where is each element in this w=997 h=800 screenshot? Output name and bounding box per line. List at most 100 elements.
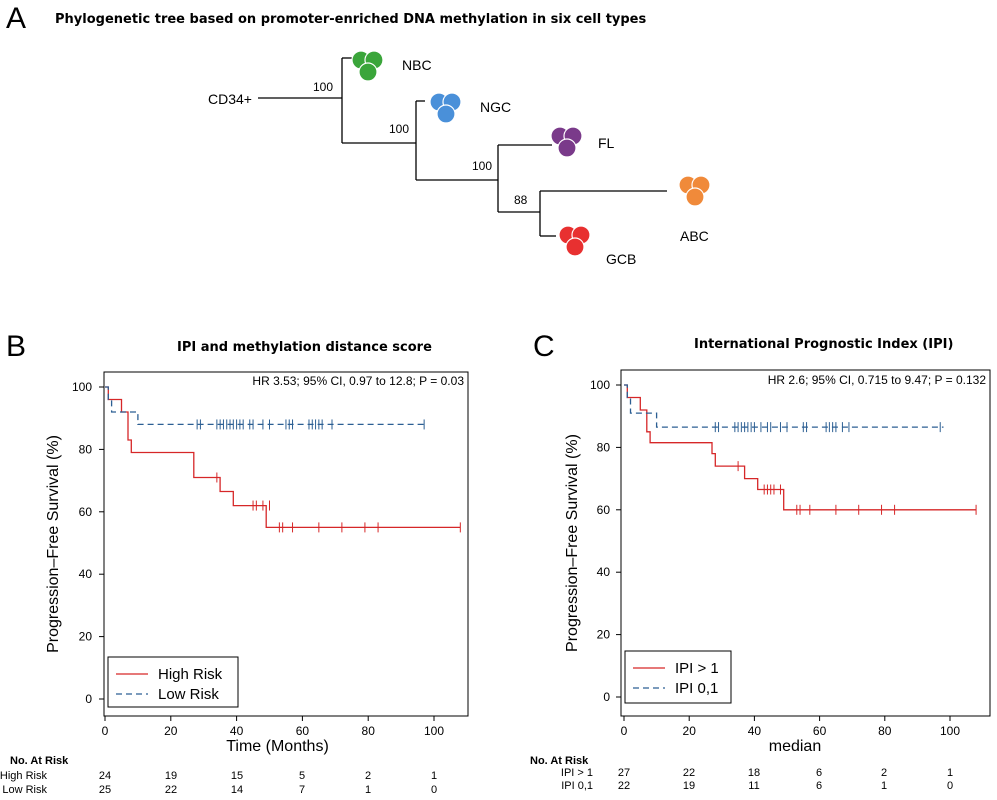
chart-title-b: IPI and methylation distance score xyxy=(177,340,432,355)
legend-label: IPI 0,1 xyxy=(675,680,718,697)
x-tick-label: 0 xyxy=(621,724,628,738)
x-axis-label: median xyxy=(769,738,821,755)
x-tick-label: 60 xyxy=(813,724,827,738)
cell-icon xyxy=(557,138,577,158)
at-risk-row-label: Low Risk xyxy=(2,784,47,796)
x-tick-label: 40 xyxy=(230,724,244,738)
at-risk-count: 27 xyxy=(618,767,630,779)
cell-icon xyxy=(565,237,585,257)
panel-label-c: C xyxy=(533,330,555,363)
y-tick-label: 40 xyxy=(79,567,93,581)
y-axis-label: Progression–Free Survival (%) xyxy=(45,435,62,653)
at-risk-count: 1 xyxy=(947,767,953,779)
tree-leaf-label: NGC xyxy=(480,99,511,115)
at-risk-row-label: IPI > 1 xyxy=(561,767,593,779)
chart-title-c: International Prognostic Index (IPI) xyxy=(694,337,954,352)
cell-cluster-icon xyxy=(550,126,583,158)
at-risk-count: 0 xyxy=(947,780,953,792)
at-risk-count: 22 xyxy=(165,784,177,796)
tree-leaf-label: FL xyxy=(598,135,615,151)
y-tick-label: 100 xyxy=(590,378,610,392)
x-tick-label: 80 xyxy=(878,724,892,738)
y-tick-label: 0 xyxy=(603,690,610,704)
y-tick-label: 80 xyxy=(79,442,93,456)
cell-icon xyxy=(685,187,705,207)
x-tick-label: 60 xyxy=(296,724,310,738)
at-risk-count: 11 xyxy=(748,780,759,792)
at-risk-count: 1 xyxy=(365,784,371,796)
panel-label-a: A xyxy=(6,2,27,35)
at-risk-count: 25 xyxy=(99,784,111,796)
x-tick-label: 20 xyxy=(164,724,178,738)
at-risk-count: 18 xyxy=(748,767,760,779)
legend-box xyxy=(624,650,732,704)
tree-leaf-label: GCB xyxy=(606,251,636,267)
cell-cluster-icon xyxy=(429,92,462,124)
y-tick-label: 60 xyxy=(597,503,611,517)
survival-curve xyxy=(105,386,461,529)
bootstrap-value: 100 xyxy=(472,159,492,173)
x-tick-label: 100 xyxy=(424,724,444,738)
cell-cluster-icon xyxy=(678,175,711,207)
at-risk-count: 14 xyxy=(231,784,243,796)
plot-frame xyxy=(620,369,991,717)
hazard-ratio-annotation: HR 3.53; 95% CI, 0.97 to 12.8; P = 0.03 xyxy=(252,374,464,388)
at-risk-count: 2 xyxy=(881,767,887,779)
x-tick-label: 20 xyxy=(683,724,697,738)
tree-leaf-label: ABC xyxy=(680,228,709,244)
y-axis-label: Progression–Free Survival (%) xyxy=(564,434,581,652)
at-risk-count: 24 xyxy=(99,770,111,782)
bootstrap-value: 88 xyxy=(514,193,528,207)
phylogenetic-tree: CD34+ 100 100 100 88 NBC NGC FL ABC GCB xyxy=(208,50,711,267)
y-tick-label: 80 xyxy=(597,440,611,454)
plot-frame xyxy=(103,371,469,717)
y-tick-label: 20 xyxy=(79,630,93,644)
at-risk-count: 1 xyxy=(431,770,437,782)
x-axis-label: Time (Months) xyxy=(226,738,329,755)
at-risk-count: 19 xyxy=(165,770,177,782)
at-risk-count: 5 xyxy=(299,770,305,782)
x-tick-label: 80 xyxy=(362,724,376,738)
y-tick-label: 100 xyxy=(72,380,92,394)
tree-branches xyxy=(258,57,667,237)
at-risk-count: 19 xyxy=(683,780,695,792)
panel-label-b: B xyxy=(6,330,27,363)
cell-cluster-icon xyxy=(558,225,591,257)
at-risk-count: 1 xyxy=(881,780,887,792)
bootstrap-value: 100 xyxy=(313,80,333,94)
y-tick-label: 0 xyxy=(85,692,92,706)
cell-icons xyxy=(351,50,711,257)
at-risk-count: 22 xyxy=(618,780,630,792)
at-risk-row-label: High Risk xyxy=(0,770,47,782)
at-risk-header: No. At Risk xyxy=(530,755,589,767)
legend-label: High Risk xyxy=(158,666,223,683)
survival-curve xyxy=(105,386,428,426)
survival-curve xyxy=(624,384,977,511)
at-risk-count: 0 xyxy=(431,784,437,796)
legend-label: IPI > 1 xyxy=(675,660,719,677)
x-tick-label: 0 xyxy=(102,724,109,738)
survival-curve xyxy=(624,384,944,428)
bootstrap-value: 100 xyxy=(389,122,409,136)
at-risk-count: 6 xyxy=(816,780,822,792)
at-risk-header: No. At Risk xyxy=(10,755,69,767)
tree-root-label: CD34+ xyxy=(208,91,252,107)
y-tick-label: 20 xyxy=(597,628,611,642)
y-tick-label: 40 xyxy=(597,565,611,579)
legend-label: Low Risk xyxy=(158,686,219,703)
at-risk-count: 2 xyxy=(365,770,371,782)
cell-icon xyxy=(358,62,378,82)
x-tick-label: 40 xyxy=(748,724,762,738)
cell-icon xyxy=(436,104,456,124)
y-tick-label: 60 xyxy=(79,505,93,519)
x-tick-label: 100 xyxy=(940,724,960,738)
legend-box xyxy=(107,656,239,708)
at-risk-count: 15 xyxy=(231,770,243,782)
at-risk-count: 22 xyxy=(683,767,695,779)
at-risk-count: 6 xyxy=(816,767,822,779)
tree-title: Phylogenetic tree based on promoter-enri… xyxy=(55,12,647,27)
hazard-ratio-annotation: HR 2.6; 95% CI, 0.715 to 9.47; P = 0.132 xyxy=(768,373,987,387)
cell-cluster-icon xyxy=(351,50,384,82)
